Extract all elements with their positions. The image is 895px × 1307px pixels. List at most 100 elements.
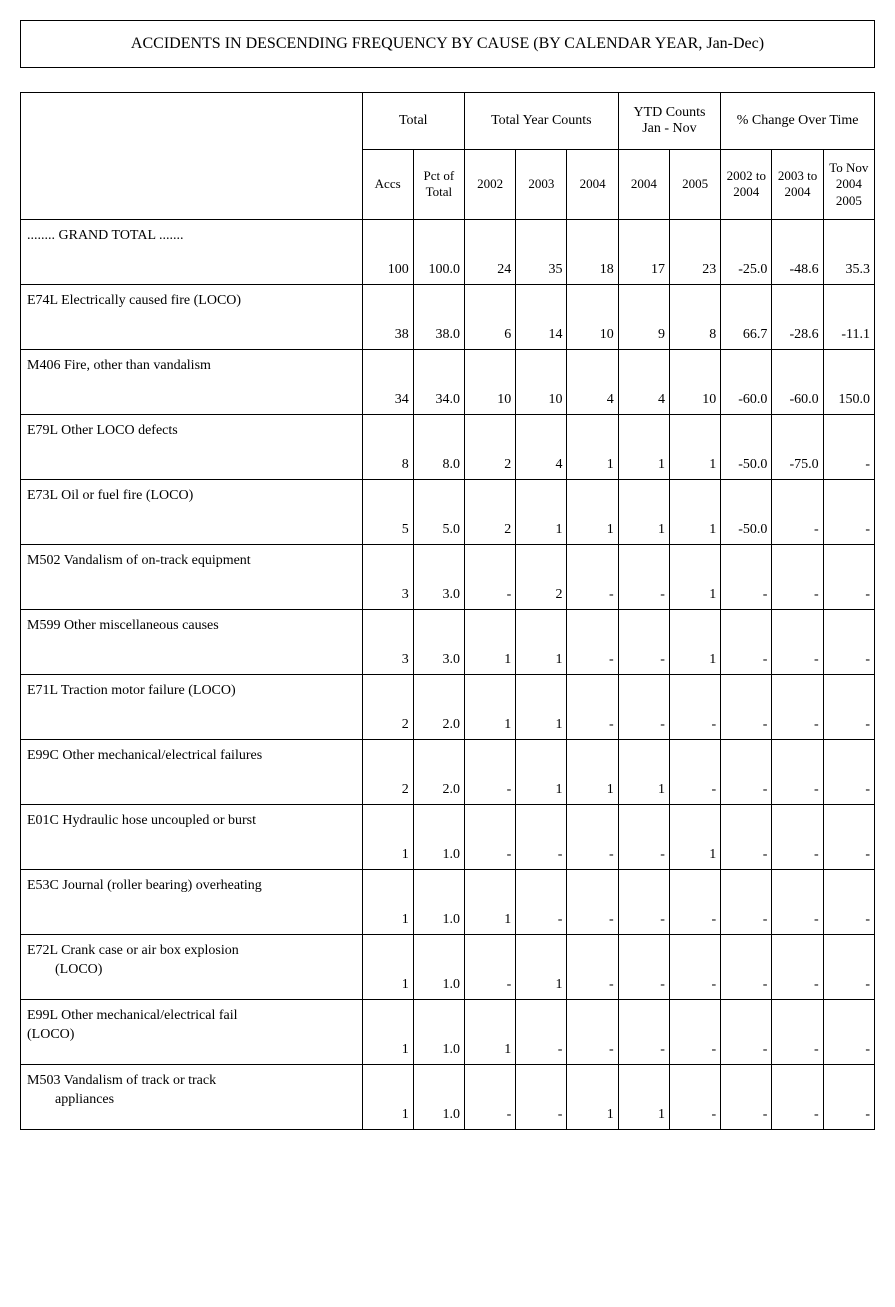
cell-c02: 66.7 (721, 284, 772, 349)
cell-cnov: - (823, 479, 874, 544)
cell-accs: 3 (362, 609, 413, 674)
cell-y02: 2 (465, 414, 516, 479)
cell-y03: 1 (516, 674, 567, 739)
cell-ytd04: 1 (618, 1064, 669, 1129)
cell-y04: 18 (567, 219, 618, 284)
cell-pct: 1.0 (413, 1064, 464, 1129)
cell-y02: - (465, 804, 516, 869)
cell-ytd04: - (618, 934, 669, 999)
cell-y04: - (567, 804, 618, 869)
cell-cnov: - (823, 414, 874, 479)
cell-y03: 1 (516, 609, 567, 674)
cell-ytd04: 17 (618, 219, 669, 284)
cell-c02: - (721, 999, 772, 1064)
cell-y03: 1 (516, 479, 567, 544)
cell-c02: - (721, 609, 772, 674)
row-label: M599 Other miscellaneous causes (21, 609, 363, 674)
cell-c02: -25.0 (721, 219, 772, 284)
cell-ytd05: - (669, 934, 720, 999)
cell-y02: - (465, 1064, 516, 1129)
cell-ytd04: - (618, 609, 669, 674)
cell-c02: - (721, 934, 772, 999)
cell-ytd05: 10 (669, 349, 720, 414)
cell-pct: 1.0 (413, 999, 464, 1064)
cell-ytd05: - (669, 674, 720, 739)
table-row: M406 Fire, other than vandalism3434.0101… (21, 349, 875, 414)
cell-y03: 10 (516, 349, 567, 414)
cell-y04: - (567, 609, 618, 674)
cell-ytd05: 1 (669, 414, 720, 479)
cell-y04: - (567, 934, 618, 999)
cell-c02: - (721, 674, 772, 739)
cell-y04: 1 (567, 479, 618, 544)
cell-y02: 10 (465, 349, 516, 414)
table-body: ........ GRAND TOTAL .......100100.02435… (21, 219, 875, 1129)
row-label: E99C Other mechanical/electrical failure… (21, 739, 363, 804)
row-label: M406 Fire, other than vandalism (21, 349, 363, 414)
table-row: E72L Crank case or air box explosion (LO… (21, 934, 875, 999)
report-title: ACCIDENTS IN DESCENDING FREQUENCY BY CAU… (20, 20, 875, 68)
cell-ytd05: - (669, 869, 720, 934)
cell-accs: 1 (362, 1064, 413, 1129)
cell-cnov: - (823, 934, 874, 999)
table-row: E99C Other mechanical/electrical failure… (21, 739, 875, 804)
cell-cnov: - (823, 999, 874, 1064)
cell-y02: 1 (465, 674, 516, 739)
cell-y02: - (465, 544, 516, 609)
header-ytd-2004: 2004 (618, 150, 669, 220)
row-label: E79L Other LOCO defects (21, 414, 363, 479)
cell-y03: 2 (516, 544, 567, 609)
cell-y03: 4 (516, 414, 567, 479)
cell-accs: 3 (362, 544, 413, 609)
cell-cnov: -11.1 (823, 284, 874, 349)
header-chg-03-04: 2003 to 2004 (772, 150, 823, 220)
cell-c02: -60.0 (721, 349, 772, 414)
cell-y04: 10 (567, 284, 618, 349)
cell-ytd05: 1 (669, 479, 720, 544)
cell-pct: 8.0 (413, 414, 464, 479)
cell-y03: 1 (516, 739, 567, 804)
table-row: M502 Vandalism of on-track equipment33.0… (21, 544, 875, 609)
row-label: E99L Other mechanical/electrical fail(LO… (21, 999, 363, 1064)
cell-ytd04: 9 (618, 284, 669, 349)
row-label: E71L Traction motor failure (LOCO) (21, 674, 363, 739)
cell-y02: 1 (465, 869, 516, 934)
cell-ytd04: - (618, 869, 669, 934)
cell-y04: - (567, 869, 618, 934)
cell-y03: - (516, 1064, 567, 1129)
cell-accs: 2 (362, 739, 413, 804)
cell-pct: 3.0 (413, 544, 464, 609)
cell-ytd05: 23 (669, 219, 720, 284)
header-total-year: Total Year Counts (465, 93, 619, 150)
cell-c03: -75.0 (772, 414, 823, 479)
header-chg-02-04: 2002 to 2004 (721, 150, 772, 220)
cell-c02: -50.0 (721, 479, 772, 544)
header-accs: Accs (362, 150, 413, 220)
cell-cnov: - (823, 1064, 874, 1129)
cell-c03: - (772, 869, 823, 934)
row-label: ........ GRAND TOTAL ....... (21, 219, 363, 284)
cell-accs: 34 (362, 349, 413, 414)
cell-y04: 1 (567, 739, 618, 804)
cell-cnov: - (823, 739, 874, 804)
cell-pct: 34.0 (413, 349, 464, 414)
table-row: ........ GRAND TOTAL .......100100.02435… (21, 219, 875, 284)
cell-pct: 100.0 (413, 219, 464, 284)
cell-c03: - (772, 739, 823, 804)
row-label: M503 Vandalism of track or track applian… (21, 1064, 363, 1129)
cell-pct: 1.0 (413, 804, 464, 869)
table-row: E53C Journal (roller bearing) overheatin… (21, 869, 875, 934)
cell-y04: - (567, 674, 618, 739)
cell-ytd05: 1 (669, 544, 720, 609)
cell-y03: - (516, 804, 567, 869)
cell-accs: 1 (362, 999, 413, 1064)
cell-y03: - (516, 999, 567, 1064)
cell-ytd05: - (669, 1064, 720, 1129)
cell-accs: 1 (362, 869, 413, 934)
cell-y04: 4 (567, 349, 618, 414)
header-row-groups: Total Total Year Counts YTD Counts Jan -… (21, 93, 875, 150)
accidents-table: Total Total Year Counts YTD Counts Jan -… (20, 92, 875, 1130)
cell-y02: 24 (465, 219, 516, 284)
cell-c03: - (772, 804, 823, 869)
header-total: Total (362, 93, 464, 150)
